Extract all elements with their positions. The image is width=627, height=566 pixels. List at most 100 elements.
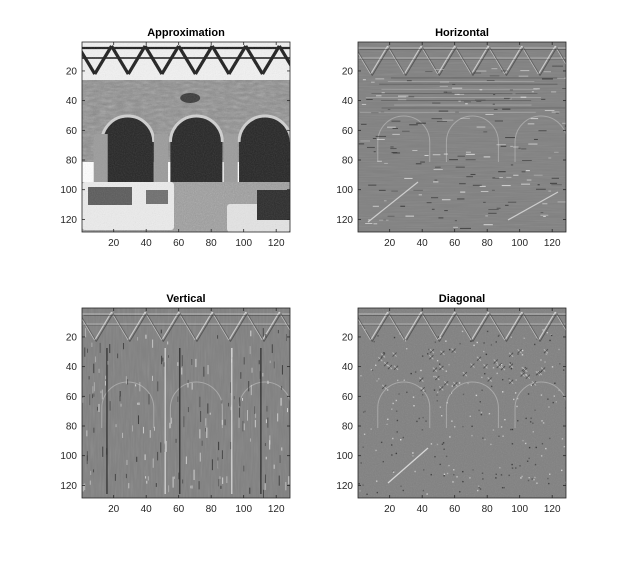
coefficient-speck	[363, 433, 366, 435]
coefficient-speck	[459, 491, 461, 493]
coefficient-speck	[168, 485, 170, 493]
coefficient-speck	[509, 362, 511, 364]
coefficient-speck	[262, 328, 264, 337]
truss-line	[522, 47, 541, 76]
coefficient-speck	[465, 151, 471, 153]
x-tick-label: 40	[417, 504, 429, 515]
coefficient-speck	[525, 417, 527, 420]
coefficient-speck	[490, 344, 493, 346]
truss-line	[228, 311, 247, 341]
coefficient-speck	[512, 93, 516, 95]
coefficient-speck	[99, 342, 101, 353]
y-tick-label: 80	[342, 422, 354, 433]
coefficient-speck	[365, 222, 373, 224]
coefficient-speck	[549, 339, 551, 342]
coefficient-speck	[536, 482, 538, 484]
coefficient-speck	[360, 140, 371, 142]
coefficient-speck	[449, 436, 451, 438]
coefficient-speck	[152, 339, 154, 348]
truss-line	[388, 313, 407, 342]
coefficient-speck	[280, 397, 282, 406]
coefficient-speck	[492, 177, 500, 179]
coefficient-speck	[87, 348, 89, 353]
coefficient-speck	[480, 191, 489, 193]
coefficient-speck	[505, 137, 515, 139]
coefficient-speck	[442, 119, 454, 121]
coefficient-speck	[412, 455, 414, 457]
coefficient-speck	[384, 200, 387, 202]
coefficient-speck	[376, 491, 379, 494]
truss-line	[572, 312, 589, 340]
diagonal-texture	[392, 352, 397, 357]
coefficient-speck	[541, 78, 553, 80]
coefficient-speck	[449, 159, 458, 161]
coefficient-speck	[377, 160, 382, 162]
coefficient-speck	[145, 476, 147, 479]
coefficient-speck	[540, 359, 542, 361]
truss-line	[387, 311, 405, 341]
x-tick-label: 20	[384, 504, 396, 515]
coefficient-speck	[392, 437, 394, 440]
coefficient-speck	[93, 427, 95, 433]
coefficient-speck	[434, 341, 437, 343]
coefficient-speck	[391, 190, 398, 192]
coefficient-speck	[479, 185, 486, 187]
coefficient-speck	[528, 446, 531, 449]
coefficient-speck	[381, 92, 385, 94]
coefficient-speck	[409, 124, 418, 126]
coefficient-speck	[269, 435, 271, 445]
coefficient-speck	[478, 486, 480, 489]
diagonal-texture	[476, 356, 482, 362]
coefficient-speck	[503, 97, 511, 99]
coefficient-speck	[281, 386, 283, 390]
coefficient-speck	[562, 88, 566, 90]
coefficient-speck	[271, 344, 273, 354]
coefficient-speck	[527, 479, 530, 482]
coefficient-speck	[486, 330, 489, 333]
coefficient-speck	[537, 184, 540, 186]
diagonal-texture	[432, 367, 438, 372]
coefficient-speck	[455, 111, 459, 113]
coefficient-speck	[483, 131, 488, 133]
truss-line	[455, 47, 474, 76]
truss-line	[82, 317, 96, 341]
diagonal-texture	[438, 385, 444, 391]
coefficient-speck	[424, 154, 429, 156]
truss-line	[472, 47, 491, 76]
coefficient-speck	[470, 72, 482, 74]
coefficient-speck	[534, 409, 536, 411]
x-tick-label: 80	[206, 504, 218, 515]
coefficient-speck	[486, 365, 488, 367]
coefficient-speck	[540, 394, 543, 396]
coefficient-speck	[521, 475, 523, 478]
diagonal-texture	[521, 366, 527, 372]
diagonal-texture	[429, 348, 435, 354]
coefficient-speck	[117, 353, 119, 359]
coefficient-speck	[441, 199, 451, 201]
x-tick-label: 120	[544, 238, 561, 249]
coefficient-speck	[477, 485, 480, 487]
coefficient-speck	[220, 485, 222, 489]
coefficient-speck	[454, 426, 456, 428]
coefficient-speck	[460, 191, 466, 193]
coefficient-speck	[498, 435, 500, 438]
coefficient-speck	[241, 398, 243, 401]
coefficient-speck	[178, 472, 180, 480]
coefficient-speck	[491, 68, 498, 70]
coefficient-speck	[510, 164, 514, 166]
coefficient-speck	[211, 459, 213, 471]
coefficient-speck	[93, 469, 95, 473]
diagonal-texture	[381, 384, 387, 390]
coefficient-speck	[492, 429, 495, 431]
coefficient-speck	[540, 212, 544, 214]
diagonal-texture	[543, 348, 549, 354]
truss-line	[370, 311, 389, 341]
coefficient-speck	[249, 438, 251, 442]
coefficient-speck	[368, 184, 377, 186]
truss-line	[405, 313, 424, 342]
coefficient-speck	[217, 335, 219, 339]
truss-line	[472, 313, 491, 342]
coefficient-speck	[540, 455, 543, 457]
coefficient-speck	[173, 476, 175, 479]
coefficient-speck	[362, 79, 366, 81]
